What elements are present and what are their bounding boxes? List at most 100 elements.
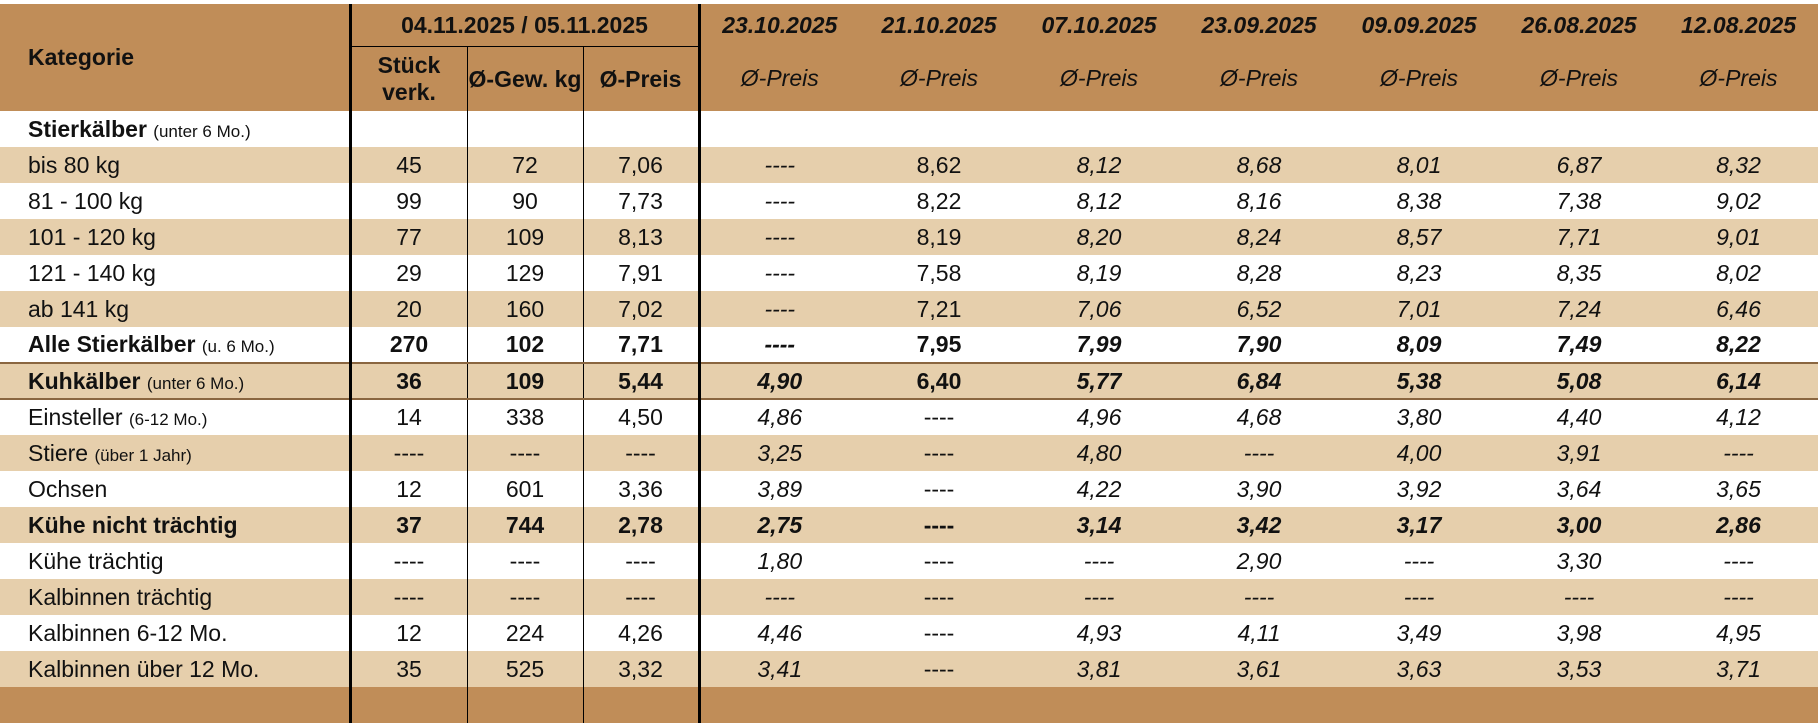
prev-price-cell (859, 111, 1020, 147)
prev-price-cell: 8,19 (859, 219, 1020, 255)
count-cell: 45 (348, 147, 467, 183)
prev-price-cell: 4,93 (1019, 615, 1180, 651)
table-row: Kühe nicht trächtig 37 744 2,78 2,75 ---- 3,14… (0, 507, 1818, 543)
weight-cell: ---- (466, 543, 583, 579)
category-label: Kalbinnen über 12 Mo. (28, 655, 260, 682)
category-qualifier: (unter 6 Mo.) (146, 373, 245, 393)
price-cell: 7,91 (582, 255, 700, 291)
prev-price-cell: 3,41 (697, 651, 860, 687)
prev-price-cell: 6,46 (1659, 291, 1818, 327)
category-cell: 81 - 100 kg (0, 183, 350, 219)
prev-price-cell: 4,90 (697, 362, 860, 399)
prev-price-cell: 4,00 (1339, 435, 1500, 471)
category-label: ab 141 kg (28, 295, 130, 322)
category-cell: bis 80 kg (0, 147, 350, 183)
count-cell: 29 (348, 255, 467, 291)
current-period-header: 04.11.2025 / 05.11.2025 (348, 4, 700, 47)
category-cell: Stierkälber (unter 6 Mo.) (0, 111, 350, 147)
prev-price-cell: 8,01 (1339, 147, 1500, 183)
prev-price-cell: 3,90 (1179, 471, 1340, 507)
prev-price-cell: 3,49 (1339, 615, 1500, 651)
prev-price-cell: ---- (697, 147, 860, 183)
prev-date-header: 23.09.2025 (1179, 4, 1340, 47)
prev-price-cell: ---- (1499, 579, 1660, 615)
category-header: Kategorie (0, 4, 350, 111)
category-label: bis 80 kg (28, 151, 121, 178)
price-cell: 8,13 (582, 219, 700, 255)
table-row: ab 141 kg 20 160 7,02 ---- 7,21 7,06 6,52 7,01 7,… (0, 291, 1818, 327)
category-label: Ochsen (28, 475, 108, 502)
footer-cell (1339, 687, 1500, 723)
prev-price-cell: ---- (859, 435, 1020, 471)
prev-price-cell: 2,90 (1179, 543, 1340, 579)
prev-price-cell: 6,84 (1179, 362, 1340, 399)
prev-price-cell: 8,23 (1339, 255, 1500, 291)
prev-price-cell: 3,14 (1019, 507, 1180, 543)
prev-price-cell: 9,02 (1659, 183, 1818, 219)
prev-price-cell: 3,61 (1179, 651, 1340, 687)
category-cell: Ochsen (0, 471, 350, 507)
prev-price-cell: 2,75 (697, 507, 860, 543)
prev-price-cell: ---- (859, 507, 1020, 543)
prev-price-cell: ---- (697, 291, 860, 327)
footer-cell (697, 687, 860, 723)
weight-cell: 102 (466, 327, 583, 363)
table-row: Kuhkälber (unter 6 Mo.) 36 109 5,44 4,90 6,40… (0, 362, 1818, 399)
category-cell: Alle Stierkälber (u. 6 Mo.) (0, 327, 350, 363)
prev-price-cell: 8,62 (859, 147, 1020, 183)
price-column-header: Ø-Preis (582, 46, 700, 111)
prev-price-cell: 7,58 (859, 255, 1020, 291)
price-cell: ---- (582, 579, 700, 615)
weight-cell: 338 (466, 398, 583, 435)
table-row: Stierkälber (unter 6 Mo.) (0, 111, 1818, 147)
table-row: Ochsen 12 601 3,36 3,89 ---- 4,22 3,90 3,92 3,64 3… (0, 471, 1818, 507)
category-qualifier: (über 1 Jahr) (94, 445, 192, 465)
prev-price-cell: 3,25 (697, 435, 860, 471)
price-cell: 3,36 (582, 471, 700, 507)
prev-price-cell: ---- (1659, 435, 1818, 471)
table-row: 81 - 100 kg 99 90 7,73 ---- 8,22 8,12 8,16 8,38 7… (0, 183, 1818, 219)
prev-price-cell: 7,06 (1019, 291, 1180, 327)
prev-price-cell: ---- (859, 471, 1020, 507)
prev-price-cell: 8,20 (1019, 219, 1180, 255)
category-cell: Stiere (über 1 Jahr) (0, 435, 350, 471)
price-cell: 7,06 (582, 147, 700, 183)
category-qualifier: (unter 6 Mo.) (153, 121, 251, 141)
prev-price-cell: 8,24 (1179, 219, 1340, 255)
category-label: 81 - 100 kg (28, 187, 144, 214)
weight-cell: 525 (466, 651, 583, 687)
category-cell: Kalbinnen 6-12 Mo. (0, 615, 350, 651)
footer-cell (1019, 687, 1180, 723)
category-label: Kühe nicht trächtig (28, 511, 238, 538)
weight-cell: 72 (466, 147, 583, 183)
weight-cell: 744 (466, 507, 583, 543)
count-cell: 270 (348, 327, 467, 363)
category-cell: Kühe trächtig (0, 543, 350, 579)
prev-price-cell: ---- (859, 543, 1020, 579)
footer-cell (582, 687, 700, 723)
price-cell: 4,26 (582, 615, 700, 651)
count-cell: ---- (348, 579, 467, 615)
count-cell: 35 (348, 651, 467, 687)
prev-price-cell: 3,71 (1659, 651, 1818, 687)
prev-price-cell: ---- (697, 255, 860, 291)
category-cell: Kühe nicht trächtig (0, 507, 350, 543)
prev-price-cell: ---- (859, 651, 1020, 687)
header-row-columns: Stück verk. Ø-Gew. kg Ø-Preis Ø-Preis Ø-… (0, 46, 1818, 111)
count-cell (348, 111, 467, 147)
prev-price-cell: ---- (859, 579, 1020, 615)
prev-price-cell: 3,91 (1499, 435, 1660, 471)
category-label: 101 - 120 kg (28, 223, 156, 250)
price-cell: 4,50 (582, 398, 700, 435)
category-label: Kuhkälber (28, 367, 141, 394)
prev-price-cell: 8,38 (1339, 183, 1500, 219)
table-row: Kalbinnen über 12 Mo. 35 525 3,32 3,41 ---- 3,… (0, 651, 1818, 687)
prev-price-cell: 8,09 (1339, 327, 1500, 363)
category-label: Kalbinnen trächtig (28, 583, 213, 610)
category-label: Kühe trächtig (28, 547, 164, 574)
prev-price-cell: 8,68 (1179, 147, 1340, 183)
prev-price-cell: 5,38 (1339, 362, 1500, 399)
count-cell: 37 (348, 507, 467, 543)
prev-price-cell (1179, 111, 1340, 147)
prev-price-cell: 3,30 (1499, 543, 1660, 579)
